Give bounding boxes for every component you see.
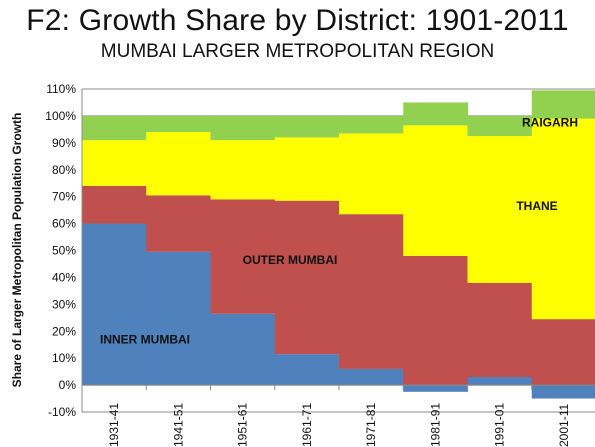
x-tick-label: 1951-61	[236, 403, 250, 447]
thane-segment	[210, 140, 276, 200]
y-tick-label: 70%	[52, 190, 76, 204]
plot-area	[82, 90, 595, 399]
raigarh-segment	[274, 115, 340, 138]
x-tick-label: 1961-71	[300, 403, 314, 447]
outer-mumbai-segment	[146, 195, 212, 252]
x-tick-label: 1981-91	[428, 403, 442, 447]
thane-segment	[82, 140, 147, 186]
thane-segment	[403, 125, 469, 256]
outer-mumbai-segment	[274, 200, 340, 355]
inner-mumbai-segment	[146, 251, 212, 386]
y-tick-label: 0%	[59, 378, 77, 392]
y-tick-label: 80%	[52, 163, 76, 177]
thane-segment	[274, 137, 340, 201]
y-tick-label: 10%	[52, 351, 76, 365]
x-tick-label: 1931-41	[107, 403, 121, 447]
inner-mumbai-label: INNER MUMBAI	[100, 332, 190, 346]
inner-mumbai-segment	[274, 354, 340, 386]
annotations: INNER MUMBAI OUTER MUMBAI THANE RAIGARH	[100, 116, 578, 347]
x-tick-label: 1971-81	[364, 403, 378, 447]
raigarh-segment	[339, 115, 404, 134]
x-tick-label: 1991-01	[493, 403, 507, 447]
inner-mumbai-segment	[82, 223, 147, 386]
raigarh-label: RAIGARH	[522, 116, 578, 130]
thane-label: THANE	[516, 199, 557, 213]
y-tick-label: 50%	[52, 244, 76, 258]
raigarh-segment	[531, 90, 595, 119]
raigarh-segment	[146, 115, 212, 133]
y-tick-label: 40%	[52, 270, 76, 284]
outer-mumbai-segment	[531, 319, 595, 386]
thane-segment	[467, 136, 533, 283]
chart-title: F2: Growth Share by District: 1901-2011	[26, 4, 569, 37]
raigarh-segment	[210, 115, 276, 141]
outer-mumbai-segment	[467, 282, 533, 378]
thane-segment	[146, 132, 212, 196]
y-tick-label: 60%	[52, 217, 76, 231]
x-tick-label: 2001-11	[557, 404, 571, 447]
outer-mumbai-label: OUTER MUMBAI	[243, 253, 338, 267]
y-tick-label: 20%	[52, 324, 76, 338]
outer-mumbai-segment	[403, 255, 469, 386]
inner-mumbai-segment	[531, 385, 595, 399]
axes: -10% 0% 10% 20% 30% 40% 50% 60% 70% 80% 90% 100% 110…	[45, 82, 595, 447]
y-tick-label: 100%	[45, 109, 76, 123]
x-tick-label: 1941-51	[171, 403, 185, 447]
y-tick-label: 30%	[52, 297, 76, 311]
inner-mumbai-segment	[403, 385, 469, 392]
thane-segment	[531, 118, 595, 320]
outer-mumbai-segment	[210, 199, 276, 314]
outer-mumbai-segment	[82, 185, 147, 224]
y-tick-label: -10%	[48, 405, 76, 419]
raigarh-segment	[403, 102, 469, 126]
outer-mumbai-segment	[339, 214, 404, 369]
inner-mumbai-segment	[339, 368, 404, 386]
inner-mumbai-segment	[210, 313, 276, 386]
raigarh-segment	[467, 115, 533, 137]
chart-subtitle: MUMBAI LARGER METROPOLITAN REGION	[100, 41, 495, 62]
y-tick-label: 90%	[52, 136, 76, 150]
thane-segment	[339, 133, 404, 215]
raigarh-segment	[82, 115, 147, 141]
y-tick-label: 110%	[46, 82, 76, 96]
inner-mumbai-segment	[467, 377, 533, 386]
